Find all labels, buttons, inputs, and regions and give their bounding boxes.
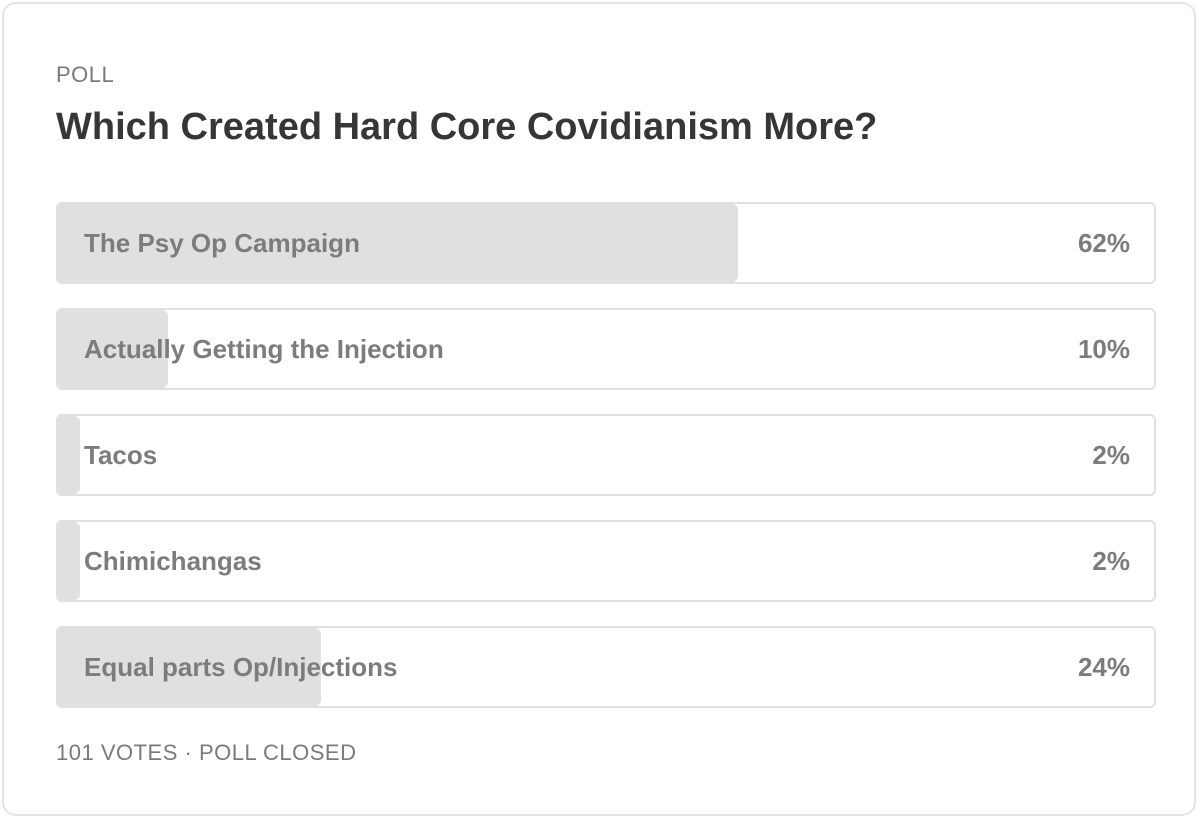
poll-option-label: Equal parts Op/Injections: [84, 652, 398, 682]
poll-options: The Psy Op Campaign 62% Actually Getting…: [56, 202, 1156, 732]
poll-option-result-bar: [58, 416, 80, 494]
poll-option-chimichangas[interactable]: Chimichangas 2%: [56, 520, 1156, 602]
poll-option-result-bar: [58, 628, 322, 706]
poll-option-getting-injection[interactable]: Actually Getting the Injection 10%: [56, 308, 1156, 390]
poll-option-result-bar: [58, 204, 738, 282]
poll-option-label: Actually Getting the Injection: [84, 334, 444, 364]
poll-option-label: The Psy Op Campaign: [84, 228, 360, 258]
poll-option-result-bar: [58, 522, 80, 600]
poll-title: Which Created Hard Core Covidianism More…: [56, 106, 878, 148]
poll-footer-status: 101 VOTES · POLL CLOSED: [56, 740, 357, 765]
poll-option-percent: 10%: [1077, 334, 1130, 364]
poll-option-tacos[interactable]: Tacos 2%: [56, 414, 1156, 496]
poll-option-label: Tacos: [84, 440, 158, 470]
poll-option-percent: 2%: [1092, 440, 1130, 470]
poll-option-label: Chimichangas: [84, 546, 262, 576]
poll-option-psy-op-campaign[interactable]: The Psy Op Campaign 62%: [56, 202, 1156, 284]
poll-option-percent: 2%: [1092, 546, 1130, 576]
poll-option-equal-parts[interactable]: Equal parts Op/Injections 24%: [56, 626, 1156, 708]
poll-label: POLL: [56, 62, 115, 87]
poll-option-percent: 62%: [1077, 228, 1130, 258]
poll-option-percent: 24%: [1077, 652, 1130, 682]
poll-option-result-bar: [58, 310, 168, 388]
